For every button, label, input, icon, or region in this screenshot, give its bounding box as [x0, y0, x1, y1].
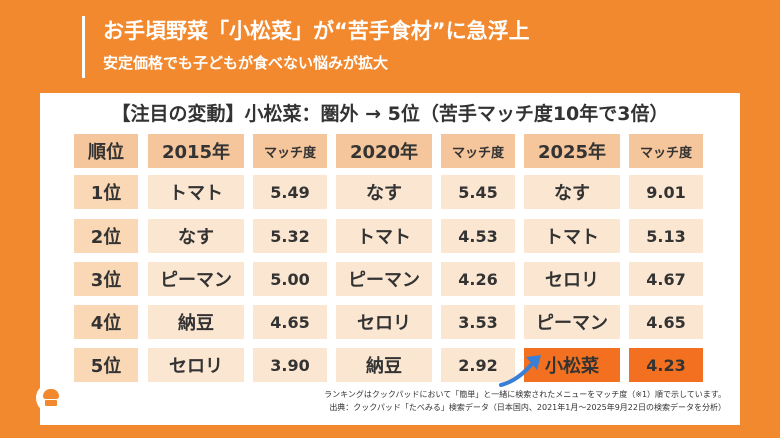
- score-cell: 2.92: [441, 348, 515, 382]
- item-cell: なす: [148, 219, 244, 253]
- score-cell: 5.49: [253, 175, 327, 209]
- item-cell: トマト: [524, 219, 620, 253]
- item-cell: なす: [336, 175, 432, 209]
- item-cell: ピーマン: [524, 305, 620, 339]
- score-cell: 3.90: [253, 348, 327, 382]
- rank-cell: 2位: [74, 219, 138, 253]
- score-cell: 4.26: [441, 262, 515, 296]
- highlight-score-cell: 4.23: [629, 348, 703, 382]
- footnote-ranking: ランキングはクックパッドにおいて「簡単」と一緒に検索されたメニューをマッチ度（※…: [324, 390, 726, 399]
- header-score-2015: マッチ度: [253, 134, 327, 168]
- score-cell: 5.32: [253, 219, 327, 253]
- item-cell: なす: [524, 175, 620, 209]
- score-cell: 4.67: [629, 262, 703, 296]
- rank-cell: 3位: [74, 262, 138, 296]
- score-cell: 5.45: [441, 175, 515, 209]
- item-cell: 納豆: [336, 348, 432, 382]
- item-cell: ピーマン: [336, 262, 432, 296]
- header-2025: 2025年: [524, 134, 620, 168]
- page-title: お手頃野菜「小松菜」が“苦手食材”に急浮上: [103, 19, 530, 43]
- item-cell: トマト: [148, 175, 244, 209]
- ranking-panel: 【注目の変動】小松菜：圏外 → 5位（苦手マッチ度10年で3倍） 順位 2015…: [40, 93, 740, 425]
- rank-cell: 1位: [74, 175, 138, 209]
- item-cell: トマト: [336, 219, 432, 253]
- rank-cell: 4位: [74, 305, 138, 339]
- item-cell: セロリ: [336, 305, 432, 339]
- item-cell: 納豆: [148, 305, 244, 339]
- score-cell: 4.65: [629, 305, 703, 339]
- highlight-item-cell: 小松菜: [524, 348, 620, 382]
- item-cell: セロリ: [148, 348, 244, 382]
- arrow-icon: [499, 355, 541, 387]
- header-score-2025: マッチ度: [629, 134, 703, 168]
- score-cell: 5.00: [253, 262, 327, 296]
- chef-hat-icon: [36, 383, 66, 413]
- header: お手頃野菜「小松菜」が“苦手食材”に急浮上 安定価格でも子どもが食べない悩みが拡…: [82, 16, 530, 78]
- score-cell: 5.13: [629, 219, 703, 253]
- header-rank: 順位: [74, 134, 138, 168]
- rank-cell: 5位: [74, 348, 138, 382]
- header-2015: 2015年: [148, 134, 244, 168]
- score-cell: 4.65: [253, 305, 327, 339]
- score-cell: 4.53: [441, 219, 515, 253]
- item-cell: セロリ: [524, 262, 620, 296]
- logo-text: cookpad: [72, 385, 180, 411]
- panel-title: 【注目の変動】小松菜：圏外 → 5位（苦手マッチ度10年で3倍）: [111, 103, 669, 125]
- footnotes: ランキングはクックパッドにおいて「簡単」と一緒に検索されたメニューをマッチ度（※…: [324, 388, 726, 414]
- header-2020: 2020年: [336, 134, 432, 168]
- item-cell: ピーマン: [148, 262, 244, 296]
- footnote-source: 出典：クックパッド「たべみる」検索データ（日本国内、2021年1月～2025年9…: [329, 403, 726, 412]
- score-cell: 9.01: [629, 175, 703, 209]
- cookpad-logo: cookpad: [36, 383, 180, 413]
- header-score-2020: マッチ度: [441, 134, 515, 168]
- page-subtitle: 安定価格でも子どもが食べない悩みが拡大: [103, 54, 389, 72]
- score-cell: 3.53: [441, 305, 515, 339]
